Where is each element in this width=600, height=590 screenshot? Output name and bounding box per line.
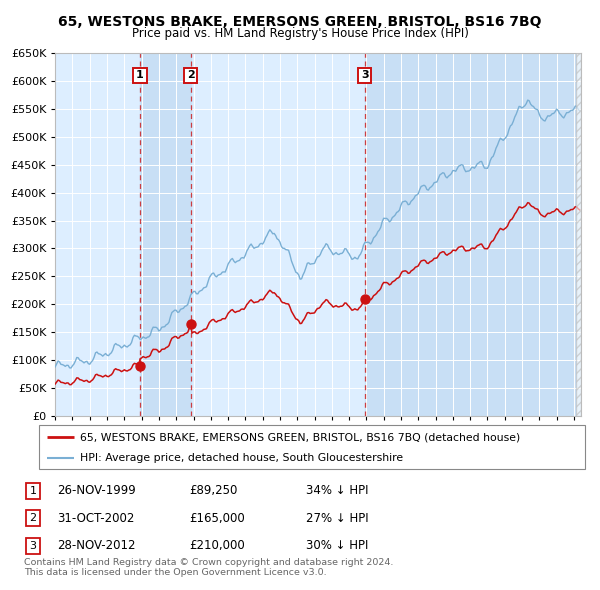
Bar xyxy=(365,53,580,416)
Text: 34% ↓ HPI: 34% ↓ HPI xyxy=(306,484,368,497)
Text: 65, WESTONS BRAKE, EMERSONS GREEN, BRISTOL, BS16 7BQ: 65, WESTONS BRAKE, EMERSONS GREEN, BRIST… xyxy=(58,15,542,30)
Text: 65, WESTONS BRAKE, EMERSONS GREEN, BRISTOL, BS16 7BQ (detached house): 65, WESTONS BRAKE, EMERSONS GREEN, BRIST… xyxy=(80,432,520,442)
Text: 27% ↓ HPI: 27% ↓ HPI xyxy=(306,512,368,525)
Text: 1: 1 xyxy=(29,486,37,496)
Text: 31-OCT-2002: 31-OCT-2002 xyxy=(57,512,134,525)
Text: HPI: Average price, detached house, South Gloucestershire: HPI: Average price, detached house, Sout… xyxy=(80,453,403,463)
Text: 30% ↓ HPI: 30% ↓ HPI xyxy=(306,539,368,552)
Text: Price paid vs. HM Land Registry's House Price Index (HPI): Price paid vs. HM Land Registry's House … xyxy=(131,27,469,40)
Text: Contains HM Land Registry data © Crown copyright and database right 2024.
This d: Contains HM Land Registry data © Crown c… xyxy=(24,558,394,577)
Text: 3: 3 xyxy=(29,541,37,550)
Text: 2: 2 xyxy=(187,70,194,80)
Text: 28-NOV-2012: 28-NOV-2012 xyxy=(57,539,136,552)
Bar xyxy=(140,53,191,416)
Text: 1: 1 xyxy=(136,70,144,80)
Text: 3: 3 xyxy=(361,70,368,80)
Text: £165,000: £165,000 xyxy=(189,512,245,525)
Text: £89,250: £89,250 xyxy=(189,484,238,497)
Text: 2: 2 xyxy=(29,513,37,523)
Bar xyxy=(577,53,581,416)
Text: 26-NOV-1999: 26-NOV-1999 xyxy=(57,484,136,497)
Text: £210,000: £210,000 xyxy=(189,539,245,552)
FancyBboxPatch shape xyxy=(39,425,585,469)
